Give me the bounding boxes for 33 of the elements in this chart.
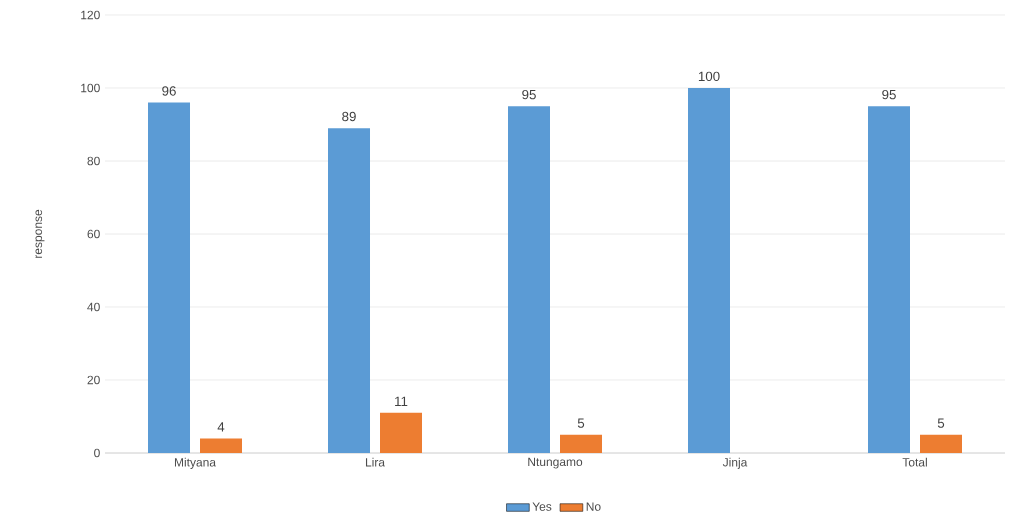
bar <box>508 106 550 453</box>
bar <box>200 438 243 453</box>
bar <box>920 434 962 453</box>
x-tick-label: Total <box>902 457 927 467</box>
y-tick-label: 40 <box>87 302 100 312</box>
legend-label: No <box>586 502 601 511</box>
y-tick-label: 20 <box>87 375 100 385</box>
y-tick-label: 80 <box>87 156 100 166</box>
y-tick-label: 100 <box>81 83 100 93</box>
x-tick-label: Ntungamo <box>528 457 583 469</box>
y-tick-label: 0 <box>94 448 100 458</box>
y-axis-title: response <box>35 209 45 258</box>
y-tick-label: 60 <box>87 229 100 239</box>
data-label: 95 <box>882 89 896 100</box>
data-label: 95 <box>522 89 536 100</box>
bar <box>148 102 191 453</box>
x-tick-label: Jinja <box>722 457 748 469</box>
data-label: 11 <box>395 396 408 406</box>
legend-label: Yes <box>532 502 552 511</box>
data-label: 5 <box>577 418 585 428</box>
bar <box>380 412 423 453</box>
bar <box>868 106 910 453</box>
bar <box>688 88 730 453</box>
x-tick-label: Mityana <box>174 457 217 469</box>
data-label: 5 <box>937 418 945 428</box>
x-tick-label: Lira <box>365 457 385 467</box>
bar <box>560 434 602 453</box>
data-label: 89 <box>342 111 356 122</box>
data-label: 100 <box>698 71 720 82</box>
data-label: 96 <box>162 86 176 96</box>
data-label: 4 <box>217 422 225 432</box>
y-tick-label: 120 <box>81 10 100 20</box>
bar <box>328 128 370 453</box>
